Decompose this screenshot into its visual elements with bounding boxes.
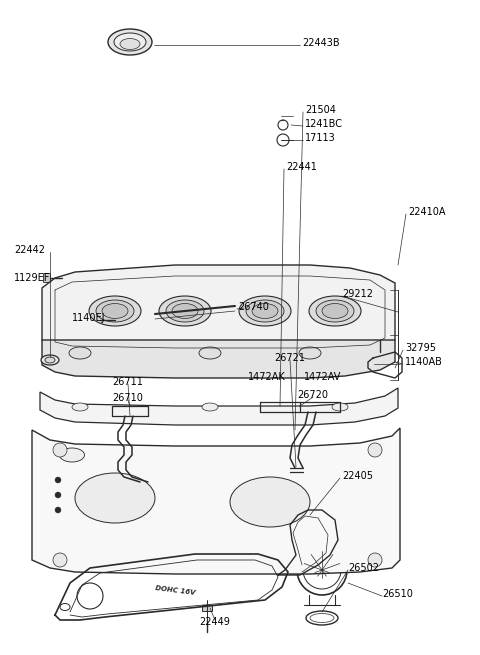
Ellipse shape [69,347,91,359]
Ellipse shape [102,303,128,318]
Text: 26502: 26502 [348,563,379,573]
Text: 26720: 26720 [298,390,328,400]
Ellipse shape [230,477,310,527]
Text: 21504: 21504 [305,105,336,115]
Ellipse shape [299,347,321,359]
Text: 22442: 22442 [14,245,45,255]
Ellipse shape [322,303,348,318]
Ellipse shape [239,296,291,326]
Circle shape [368,553,382,567]
Text: DOHC 16V: DOHC 16V [155,584,195,595]
Ellipse shape [45,357,55,363]
Bar [43,273,50,282]
Ellipse shape [96,300,134,322]
Ellipse shape [108,29,152,55]
Circle shape [53,443,67,457]
Ellipse shape [166,300,204,322]
Text: 22410A: 22410A [408,207,445,217]
Text: 22441: 22441 [286,162,317,172]
Ellipse shape [332,403,348,411]
Ellipse shape [172,303,198,318]
Text: 1472AV: 1472AV [304,372,342,382]
Bar [375,335,385,341]
Text: 1241BC: 1241BC [305,119,343,129]
Ellipse shape [114,33,146,51]
Ellipse shape [199,347,221,359]
Ellipse shape [60,448,84,462]
Text: 1129EF: 1129EF [14,273,50,283]
Text: 26711: 26711 [113,377,144,387]
Ellipse shape [316,300,354,322]
Text: 26710: 26710 [113,393,144,403]
Polygon shape [40,388,398,425]
Text: 26721: 26721 [275,353,305,363]
Text: 26740: 26740 [238,302,269,312]
Text: 1140AB: 1140AB [405,357,443,367]
Ellipse shape [89,296,141,326]
Ellipse shape [202,403,218,411]
Text: 17113: 17113 [305,133,336,143]
Circle shape [55,507,61,513]
Ellipse shape [246,300,284,322]
Text: 1472AK: 1472AK [248,372,286,382]
Text: 1140EJ: 1140EJ [72,313,106,323]
Polygon shape [32,428,400,574]
Bar [202,605,212,611]
Circle shape [55,492,61,498]
Text: 32795: 32795 [405,343,436,353]
Ellipse shape [309,296,361,326]
Ellipse shape [75,473,155,523]
Text: 22405: 22405 [342,471,373,481]
Circle shape [55,477,61,483]
Ellipse shape [159,296,211,326]
Ellipse shape [252,303,278,318]
Text: 26510: 26510 [382,589,413,599]
Ellipse shape [41,355,59,365]
Text: 22443B: 22443B [302,38,340,48]
Polygon shape [42,265,395,355]
Text: 29212: 29212 [342,289,373,299]
Text: 22449: 22449 [200,617,230,627]
Polygon shape [42,340,395,378]
Ellipse shape [72,403,88,411]
Circle shape [368,443,382,457]
Circle shape [53,553,67,567]
Bar [93,315,100,324]
Ellipse shape [120,39,140,50]
